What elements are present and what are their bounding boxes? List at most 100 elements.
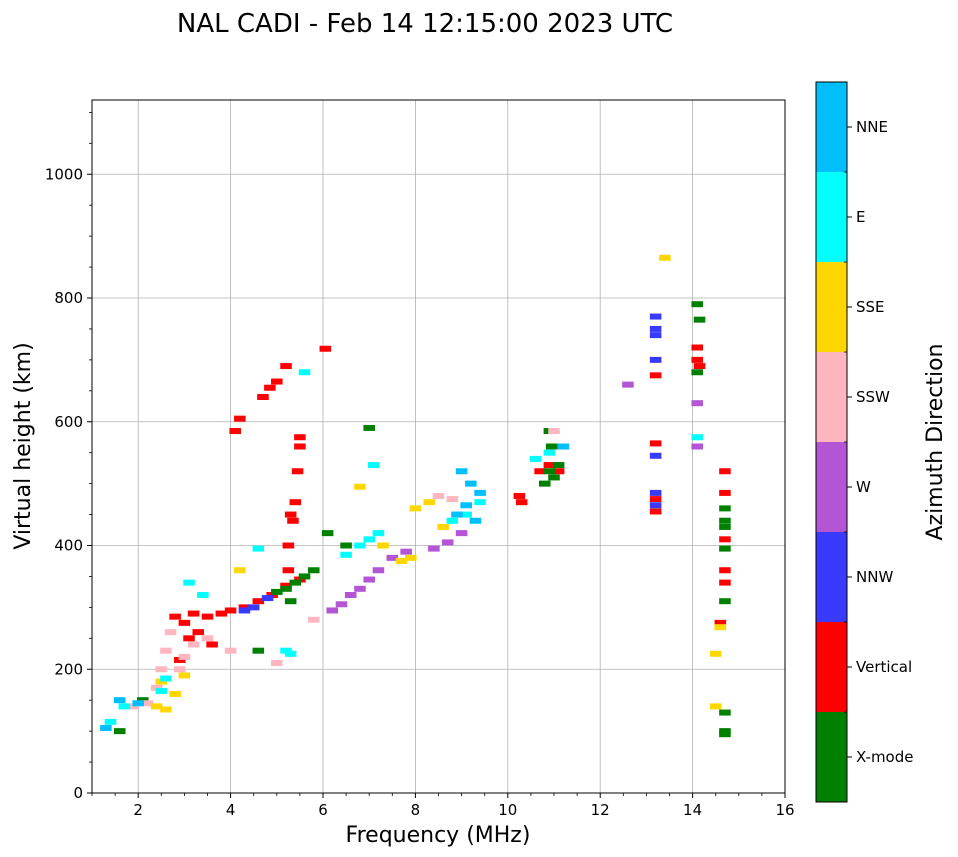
echo-point-ssw [155,666,168,673]
echo-point-e [183,579,195,586]
echo-point-e [529,455,542,462]
echo-point-vertical [649,496,662,503]
x-tick-label: 6 [318,801,328,819]
echo-point-sse [423,499,436,506]
echo-point-vertical [187,610,200,617]
echo-point-vertical [271,378,283,385]
echo-point-sse [160,706,172,713]
echo-point-vertical [291,468,304,475]
echo-point-e [280,647,292,654]
colorbar-segment-nnw [816,532,847,622]
echo-point-ssw [446,496,459,503]
echo-point-vertical [649,372,662,379]
echo-point-x-mode [113,728,126,735]
plot-background [92,100,785,793]
echo-point-w [363,576,375,583]
echo-point-x-mode [271,588,283,595]
echo-point-e [197,592,209,598]
echo-point-vertical [294,434,306,441]
echo-point-ssw [127,703,140,710]
echo-point-vertical [201,613,214,620]
grid [92,100,785,794]
echo-point-vertical [234,415,246,422]
echo-point-x-mode [363,424,375,431]
echo-point-nnw [649,452,662,459]
echo-point-vertical [266,592,278,598]
chart-title: NAL CADI - Feb 14 12:15:00 2023 UTC [177,9,673,39]
echo-point-x-mode [693,316,706,323]
echo-point-nne [100,725,112,732]
echo-point-vertical [552,468,565,475]
echo-point-vertical [252,598,265,605]
echo-point-nnw [649,313,662,320]
echo-point-vertical [215,610,228,617]
echo-point-vertical [693,363,706,370]
echo-point-w [326,607,339,614]
colorbar-segment-nne [816,82,847,172]
y-tick-label: 400 [54,537,83,555]
echo-point-vertical [649,508,662,515]
echo-point-nnw [261,595,274,602]
echo-point-nne [455,468,468,475]
echo-point-vertical [206,641,218,648]
echo-point-w [400,548,412,555]
echo-point-vertical [257,394,269,400]
echo-point-ssw [141,700,154,707]
echo-point-vertical [224,607,237,614]
x-tick-label: 8 [411,801,421,819]
echo-point-x-mode [691,369,703,376]
echo-point-w [344,592,357,598]
echo-point-vertical [294,443,306,450]
colorbar-segment-x-mode [816,712,847,802]
y-tick-label: 1000 [45,165,83,183]
echo-point-vertical [691,356,703,363]
colorbar-label: E [856,208,865,226]
echo-point-sse [714,624,727,631]
echo-point-w [386,554,399,561]
echo-point-vertical [192,629,205,636]
plot-area: 2 4 6 8 10 12 14 16 0 200 400 600 800 1000 [45,99,795,819]
x-tick-label: 14 [683,801,702,819]
echo-point-nnw [238,607,251,614]
echo-point-nne [465,480,477,487]
echo-point-ssw [201,635,214,642]
echo-point-nne [451,511,463,518]
echo-point-x-mode [719,517,731,524]
echo-point-x-mode [307,567,320,574]
echo-point-nne [132,700,144,707]
echo-point-vertical [289,499,302,506]
echo-point-nne [469,517,482,524]
colorbar-label: NNW [856,568,893,586]
echo-point-nnw [247,604,260,611]
echo-point-x-mode [719,523,731,530]
echo-point-vertical [229,428,241,435]
y-tick-label: 800 [54,289,83,307]
echo-point-ssw [160,647,172,654]
echo-point-vertical [515,499,528,506]
echo-point-x-mode [538,480,551,487]
echo-point-x-mode [340,542,352,549]
x-axis-ticks: 2 4 6 8 10 12 14 16 [91,793,795,819]
x-tick-label: 10 [498,801,517,819]
echo-point-w [622,381,634,388]
echo-point-ssw [150,684,163,691]
echo-point-x-mode [280,585,292,592]
echo-point-x-mode [298,573,311,580]
echo-point-vertical [264,384,276,391]
echo-point-e [446,517,459,524]
x-tick-label: 4 [226,801,236,819]
echo-point-x-mode [252,647,265,654]
echo-point-e [474,499,486,506]
echo-point-e [543,449,556,456]
echo-point-sse [178,672,191,679]
echo-point-ssw [548,428,560,435]
echo-point-w [372,567,385,574]
echo-point-vertical [719,536,731,543]
x-tick-label: 16 [775,801,794,819]
echo-point-sse [377,542,389,549]
echo-point-x-mode [284,598,297,605]
y-axis-label: Virtual height (km) [11,342,36,549]
echo-point-nne [113,697,126,704]
echo-point-sse [150,703,163,710]
